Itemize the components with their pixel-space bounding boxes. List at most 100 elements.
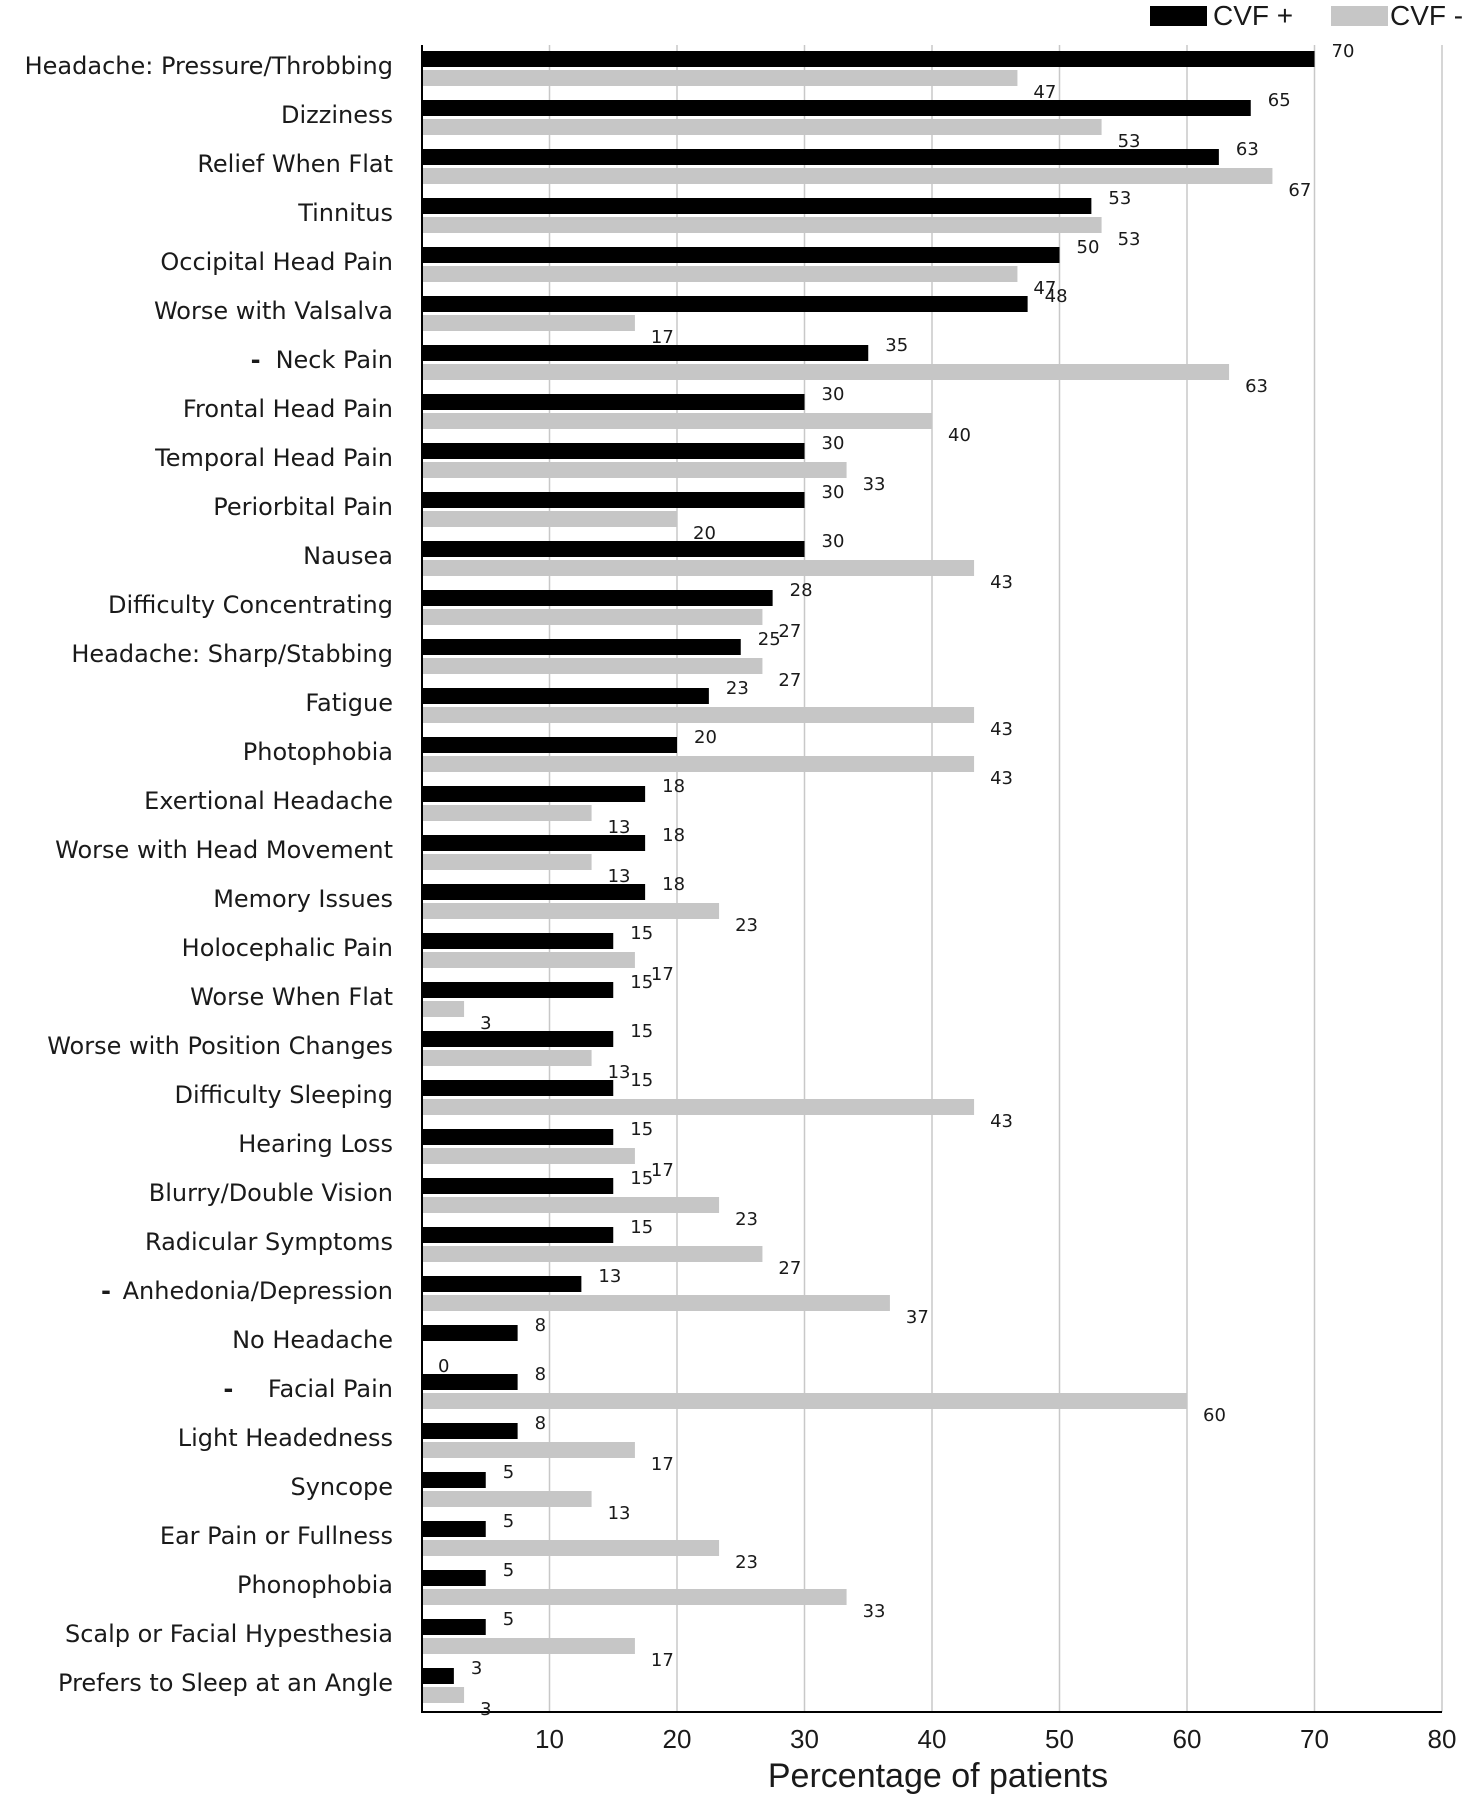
bar-cvf-pos (422, 688, 709, 704)
bar-cvf-neg (422, 658, 763, 674)
category-label: Dizziness (281, 101, 393, 129)
bar-cvf-neg (422, 1050, 592, 1066)
bar-cvf-neg (422, 462, 847, 478)
value-label: 13 (608, 817, 631, 838)
value-label: 5 (503, 1462, 514, 1483)
value-label: 33 (863, 474, 886, 495)
bar-cvf-neg (422, 315, 635, 331)
bar-cvf-pos (422, 884, 646, 900)
value-label: 13 (608, 1503, 631, 1524)
bar-cvf-neg (422, 364, 1230, 380)
category-label: Anhedonia/Depression (123, 1277, 393, 1305)
value-label: 70 (1332, 41, 1355, 62)
category-label: Hearing Loss (238, 1130, 393, 1158)
value-label: 65 (1268, 90, 1291, 111)
bar-cvf-pos (422, 443, 805, 459)
bar-cvf-pos (422, 1325, 518, 1341)
value-label: 15 (630, 1119, 653, 1140)
bar-cvf-neg (422, 1393, 1187, 1409)
value-label: 53 (1118, 229, 1141, 250)
bar-cvf-neg (422, 1001, 465, 1017)
value-label: 15 (630, 1021, 653, 1042)
value-label: 30 (822, 433, 845, 454)
value-label: 15 (630, 923, 653, 944)
category-label: Photophobia (243, 738, 393, 766)
value-label: 8 (535, 1364, 546, 1385)
value-label: 23 (735, 1552, 758, 1573)
category-label: Nausea (303, 542, 393, 570)
value-label: 53 (1118, 131, 1141, 152)
value-label: 3 (480, 1013, 491, 1034)
category-label: Temporal Head Pain (154, 444, 393, 472)
category-label: Fatigue (305, 689, 393, 717)
bar-cvf-pos (422, 1178, 614, 1194)
bar-cvf-pos (422, 296, 1028, 312)
bar-cvf-pos (422, 394, 805, 410)
category-label: Phonophobia (237, 1571, 393, 1599)
bar-cvf-neg (422, 413, 932, 429)
gridlines (548, 45, 1443, 1712)
value-label: 43 (990, 572, 1013, 593)
category-label: Worse with Head Movement (55, 836, 393, 864)
value-label: 23 (735, 1209, 758, 1230)
bar-cvf-neg (422, 119, 1102, 135)
category-label: No Headache (232, 1326, 393, 1354)
bar-cvf-neg (422, 560, 975, 576)
value-label: 47 (1033, 82, 1056, 103)
bar-cvf-neg (422, 1638, 635, 1654)
value-label: 27 (778, 1258, 801, 1279)
value-label: 33 (863, 1601, 886, 1622)
bar-cvf-pos (422, 492, 805, 508)
value-label: 43 (990, 719, 1013, 740)
bar-cvf-pos (422, 149, 1219, 165)
value-label: 15 (630, 1070, 653, 1091)
value-label: 5 (503, 1560, 514, 1581)
bar-cvf-pos (422, 1080, 614, 1096)
bar-cvf-pos (422, 982, 614, 998)
significance-mark: - (251, 346, 261, 374)
value-label: 63 (1245, 376, 1268, 397)
bar-cvf-pos (422, 198, 1092, 214)
bars (422, 51, 1315, 1703)
value-label: 35 (885, 335, 908, 356)
bar-cvf-pos (422, 51, 1315, 67)
bar-cvf-neg (422, 70, 1018, 86)
x-tick-label: 30 (790, 1724, 819, 1754)
value-label: 17 (651, 964, 674, 985)
bar-cvf-neg (422, 854, 592, 870)
legend-swatch (1331, 6, 1388, 26)
value-label: 13 (608, 1062, 631, 1083)
category-label: Headache: Pressure/Throbbing (25, 52, 393, 80)
category-label: Tinnitus (297, 199, 393, 227)
category-label: Exertional Headache (144, 787, 393, 815)
bar-cvf-neg (422, 1540, 720, 1556)
value-label: 18 (662, 776, 685, 797)
bar-cvf-neg (422, 952, 635, 968)
significance-mark: - (101, 1277, 111, 1305)
category-label: Headache: Sharp/Stabbing (71, 640, 393, 668)
category-label: Difficulty Sleeping (175, 1081, 393, 1109)
bar-cvf-neg (422, 168, 1273, 184)
value-label: 5 (503, 1609, 514, 1630)
axes: 10 20 30 40 50 60 70 80 (421, 45, 1456, 1754)
x-tick-label: 50 (1045, 1724, 1074, 1754)
value-label: 63 (1236, 139, 1259, 160)
value-label: 28 (790, 580, 813, 601)
value-label: 15 (630, 1217, 653, 1238)
bar-cvf-neg (422, 805, 592, 821)
category-label: Ear Pain or Fullness (160, 1522, 393, 1550)
bar-cvf-pos (422, 1472, 486, 1488)
bar-cvf-neg (422, 1148, 635, 1164)
value-label: 30 (822, 384, 845, 405)
legend-label: CVF + (1213, 0, 1293, 31)
value-label: 27 (778, 670, 801, 691)
value-label: 23 (726, 678, 749, 699)
value-label: 37 (906, 1307, 929, 1328)
bar-cvf-neg (422, 1687, 465, 1703)
x-tick-label: 10 (535, 1724, 564, 1754)
x-tick-label: 80 (1428, 1724, 1457, 1754)
bar-cvf-neg (422, 1197, 720, 1213)
bar-cvf-pos (422, 345, 869, 361)
bar-cvf-neg (422, 1295, 890, 1311)
bar-cvf-pos (422, 541, 805, 557)
